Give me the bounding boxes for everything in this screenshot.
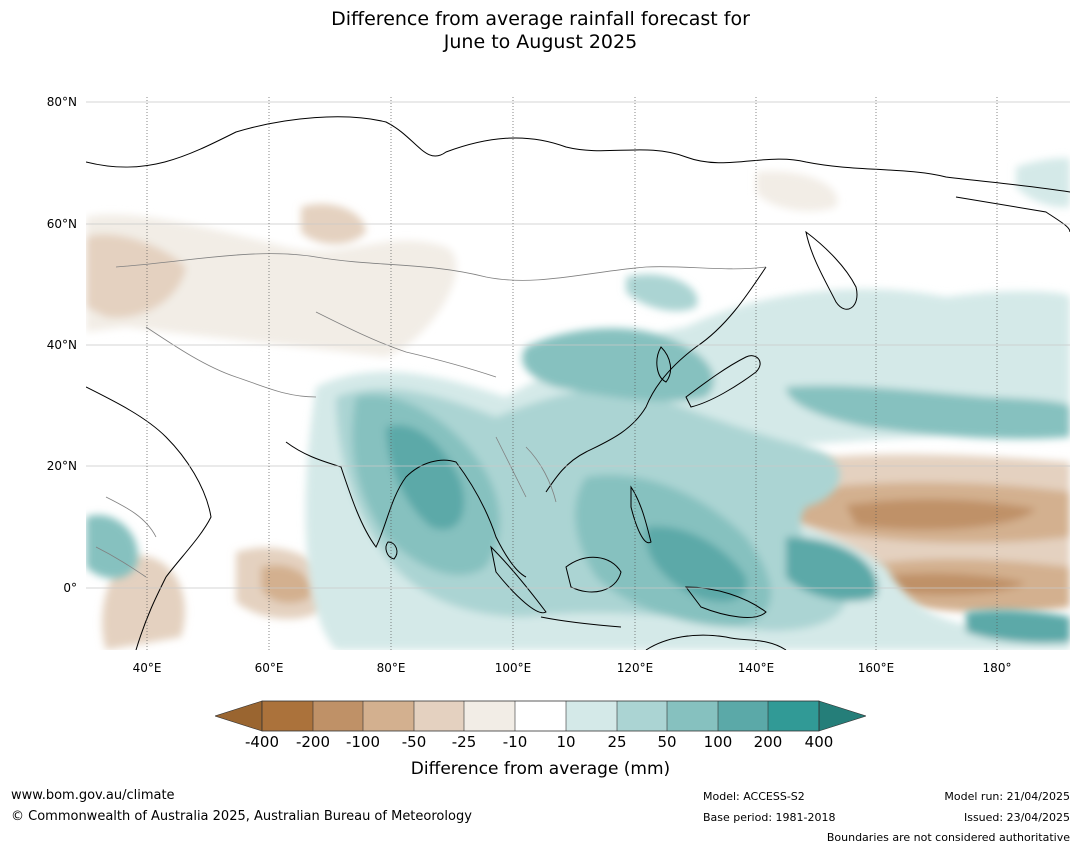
model-run-date: Model run: 21/04/2025	[944, 790, 1070, 803]
map-svg	[86, 97, 1070, 650]
copyright-text: © Commonwealth of Australia 2025, Austra…	[11, 809, 472, 824]
dry-region-equatorial-pacific-core	[876, 573, 1026, 595]
wet-region-far-east	[626, 274, 698, 312]
base-period: Base period: 1981-2018	[703, 811, 836, 824]
colorbar-tick: -10	[502, 733, 528, 751]
lon-label-140e: 140°E	[737, 661, 775, 675]
colorbar-tick: -25	[451, 733, 477, 751]
coast-java	[540, 616, 622, 628]
coast-sri-lanka	[385, 541, 398, 560]
lat-label-60n: 60°N	[46, 217, 77, 231]
coast-japan	[685, 355, 761, 408]
coast-new-guinea	[684, 586, 767, 618]
lon-label-120e: 120°E	[616, 661, 654, 675]
map-title: Difference from average rainfall forecas…	[0, 8, 1081, 54]
coast-borneo	[565, 556, 622, 593]
colorbar-bin-neutral	[515, 701, 566, 731]
coast-south-asia	[285, 441, 527, 578]
wet-region-maritime-core	[645, 526, 747, 602]
wet-region-east-africa	[86, 515, 138, 579]
colorbar-bin-100-200-dry	[313, 701, 363, 731]
colorbar-tick: -200	[295, 733, 331, 751]
colorbar-tick: 100	[703, 733, 733, 751]
colorbar-dividers	[312, 701, 769, 731]
lon-label-60e: 60°E	[254, 661, 284, 675]
colorbar	[215, 700, 866, 732]
colorbar-bin-100-200-wet	[718, 701, 768, 731]
coast-arabia-africa	[86, 386, 212, 650]
coast-philippines	[630, 485, 652, 544]
lat-label-20n: 20°N	[46, 459, 77, 473]
dry-region-east-africa	[102, 555, 185, 650]
border-russia-south	[115, 253, 767, 281]
colorbar-tick: 200	[753, 733, 783, 751]
border-middle-east	[145, 326, 317, 398]
colorbar-label: Difference from average (mm)	[410, 759, 671, 779]
colorbar-tick: -50	[401, 733, 427, 751]
coast-east-asia	[545, 266, 767, 493]
colorbar-extend-high	[818, 700, 866, 732]
colorbar-bin-50-100-wet	[667, 701, 718, 731]
dry-region-indian-ocean-core	[261, 565, 312, 604]
issued-date: Issued: 23/04/2025	[963, 811, 1070, 824]
boundaries-disclaimer: Boundaries are not considered authoritat…	[826, 831, 1070, 844]
colorbar-bin-200-400-dry	[262, 701, 313, 731]
colorbar-tick: 25	[607, 733, 627, 751]
wet-region-arctic-east	[1016, 157, 1070, 208]
colorbar-tick-labels: -400 -200 -100 -50 -25 -10 10 25 50 100 …	[0, 733, 1081, 753]
coast-alaska	[955, 196, 1070, 233]
border-southeast-asia	[495, 436, 557, 503]
lon-label-160e: 160°E	[857, 661, 895, 675]
coast-korea	[656, 346, 672, 383]
title-line-2: June to August 2025	[443, 31, 638, 53]
dry-region-kazakhstan	[86, 234, 186, 318]
colorbar-bin-10-25-dry	[464, 701, 515, 731]
dry-region-east-siberia	[756, 171, 838, 212]
coast-kamchatka	[805, 230, 858, 310]
colorbar-bin-25-50-dry	[414, 701, 464, 731]
colorbar-bin-25-50-wet	[617, 701, 667, 731]
colorbar-tick: 10	[556, 733, 576, 751]
lat-label-0: 0°	[63, 581, 77, 595]
colorbar-bin-10-25-wet	[566, 701, 617, 731]
lon-label-80e: 80°E	[376, 661, 406, 675]
model-name: Model: ACCESS-S2	[703, 790, 805, 803]
latitude-gridlines	[86, 101, 1070, 589]
wet-shading	[86, 157, 1070, 650]
lon-label-100e: 100°E	[494, 661, 532, 675]
wet-region-north-pacific-band	[786, 385, 1070, 439]
coastlines	[86, 116, 1070, 650]
longitude-gridlines	[146, 97, 998, 650]
colorbar-tick: -400	[244, 733, 280, 751]
dry-region-central-asia	[86, 214, 457, 357]
country-borders	[95, 253, 767, 578]
colorbar-tick: 400	[804, 733, 834, 751]
title-line-1: Difference from average rainfall forecas…	[331, 8, 750, 30]
colorbar-frame	[261, 700, 820, 732]
lat-label-80n: 80°N	[46, 95, 77, 109]
wet-region-west-pacific	[786, 537, 878, 601]
lon-label-40e: 40°E	[132, 661, 162, 675]
border-africa	[95, 496, 157, 578]
wet-region-bay-of-bengal-core	[386, 425, 465, 530]
border-china-west	[315, 311, 497, 378]
rainfall-map	[86, 97, 1070, 650]
coast-northern-eurasia	[86, 116, 1070, 193]
lat-label-40n: 40°N	[46, 338, 77, 352]
colorbar-tick: -100	[345, 733, 381, 751]
dry-region-north-pacific-max	[846, 499, 1036, 530]
colorbar-extend-low	[215, 700, 263, 732]
lon-label-180: 180°	[982, 661, 1012, 675]
colorbar-bin-200-400-wet	[768, 701, 819, 731]
coast-australia-north	[645, 634, 787, 650]
colorbar-tick: 50	[657, 733, 677, 751]
colorbar-bin-50-100-dry	[363, 701, 414, 731]
wet-region-coral-sea	[966, 609, 1070, 644]
website-link[interactable]: www.bom.gov.au/climate	[11, 788, 175, 803]
wet-region-china-japan	[522, 328, 714, 402]
